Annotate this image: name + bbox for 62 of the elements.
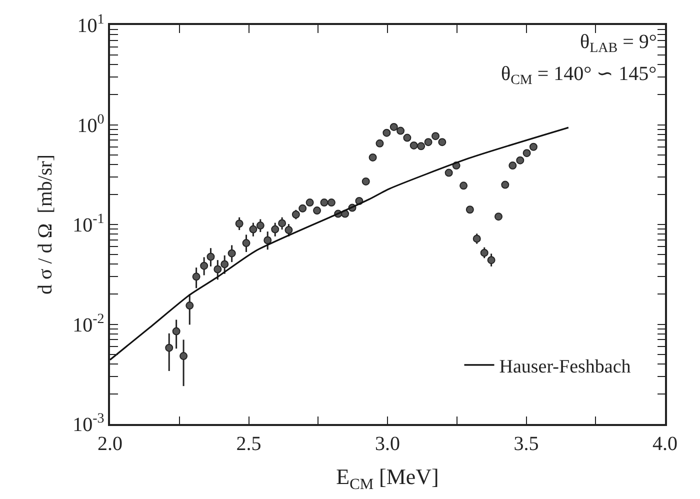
point: [410, 141, 418, 150]
point: [271, 225, 280, 234]
point: [220, 260, 229, 268]
y-tick-label: 10$^{0}$: [77, 112, 104, 137]
point: [516, 156, 524, 164]
point: [306, 198, 314, 207]
y-axis-title: d σ / d Ω [mb/sr]: [34, 154, 57, 295]
point: [508, 162, 517, 170]
point: [472, 234, 481, 243]
point: [298, 204, 307, 212]
point: [438, 138, 446, 146]
point: [214, 265, 222, 274]
point: [292, 210, 300, 218]
point: [320, 198, 328, 207]
point: [362, 177, 370, 186]
point: [284, 226, 293, 234]
point: [376, 139, 384, 148]
point: [242, 239, 250, 248]
annotation: θ$_{CM}$ = 140° ∽ 145°: [501, 63, 657, 88]
x-tick-label: 3.0: [375, 432, 400, 455]
point: [180, 352, 188, 360]
point: [200, 262, 208, 270]
point: [501, 180, 510, 189]
point: [396, 126, 405, 135]
point: [390, 122, 398, 131]
point: [466, 206, 474, 214]
point: [522, 149, 531, 158]
point: [460, 182, 468, 190]
point: [494, 212, 502, 221]
point: [480, 248, 488, 257]
point: [249, 225, 258, 234]
x-axis-title: E$_{CM}$ [MeV]: [336, 464, 439, 493]
y-tick-label: 10$^{-1}$: [72, 212, 104, 236]
point: [444, 168, 453, 177]
line-series: [110, 126, 570, 361]
point: [264, 236, 272, 244]
point: [206, 252, 215, 261]
point: [278, 219, 286, 228]
point: [228, 249, 236, 258]
legend-label: Hauser-Feshbach: [499, 356, 632, 378]
y-tick-label: 10$^{-2}$: [72, 312, 104, 336]
point: [172, 327, 180, 336]
annotation: θ$_{LAB}$ = 9°: [580, 31, 657, 56]
x-tick-label: 2.5: [236, 432, 262, 455]
point: [313, 206, 322, 215]
point: [382, 128, 391, 137]
point: [424, 138, 432, 146]
point: [487, 256, 496, 264]
point: [192, 272, 200, 281]
x-tick-label: 4.0: [652, 432, 678, 455]
point: [327, 198, 336, 207]
point: [417, 142, 426, 150]
point: [403, 134, 412, 142]
point: [432, 132, 440, 140]
y-tick-label: 10$^{1}$: [77, 12, 104, 37]
point: [235, 220, 244, 228]
point: [256, 222, 264, 230]
point: [165, 344, 174, 352]
point: [186, 302, 194, 310]
point: [368, 153, 377, 162]
x-tick-label: 3.5: [514, 432, 539, 455]
point: [529, 142, 538, 151]
